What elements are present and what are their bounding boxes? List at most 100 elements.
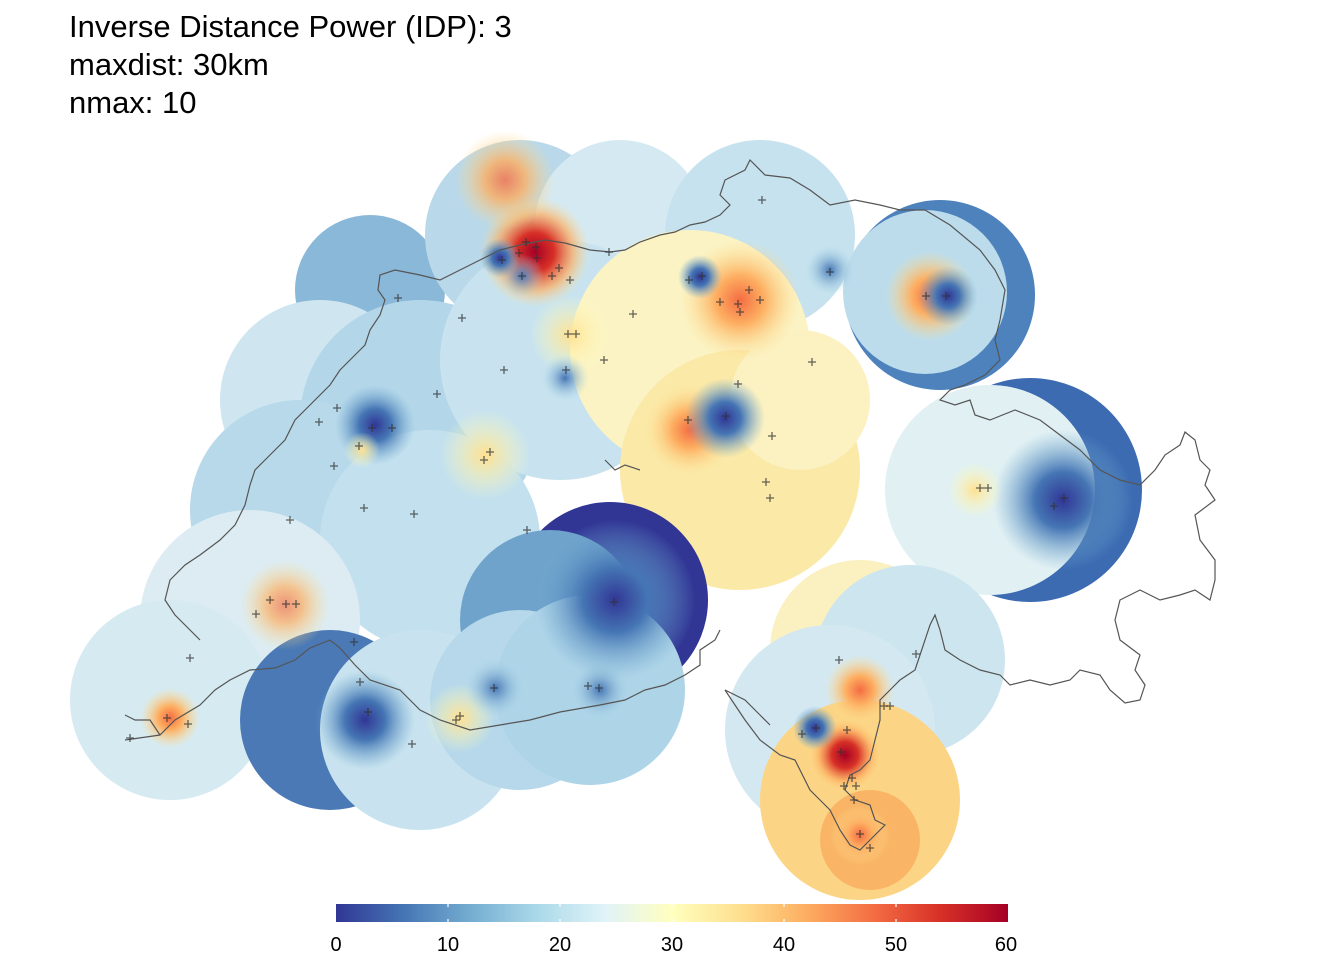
legend-tick-label: 60 [994,934,1018,956]
station-marker [756,296,764,304]
legend-tick-label: 50 [884,934,908,956]
station-marker [356,678,364,686]
station-marker [866,844,874,852]
station-marker [766,494,774,502]
station-marker [480,456,488,464]
station-marker [360,504,368,512]
station-marker [835,656,843,664]
station-marker [984,484,992,492]
station-marker [292,600,300,608]
station-marker [184,720,192,728]
station-marker [848,774,856,782]
legend-tick-label: 40 [772,934,796,956]
station-marker [523,526,531,534]
station-marker [408,740,416,748]
station-marker [745,286,753,294]
station-marker [333,404,341,412]
station-marker [350,638,358,646]
station-marker [498,256,506,264]
station-marker [850,796,858,804]
station-marker [548,272,556,280]
station-marker [912,650,920,658]
station-marker [532,243,540,251]
station-marker [698,272,706,280]
station-marker [629,310,637,318]
station-marker [826,268,834,276]
station-marker [684,416,692,424]
station-marker [555,264,563,272]
station-marker [564,330,572,338]
station-marker [1060,494,1068,502]
station-marker [584,682,592,690]
station-marker [355,442,363,450]
legend-tick-label: 10 [436,934,460,956]
station-marker [837,748,845,756]
station-marker [562,366,570,374]
station-marker [394,294,402,302]
legend-tick-label: 20 [548,934,572,956]
station-marker [610,598,618,606]
station-marker [1050,502,1058,510]
station-marker [852,782,860,790]
station-marker [486,448,494,456]
station-marker [942,292,950,300]
station-marker [572,330,580,338]
station-marker [566,276,574,284]
station-marker [163,714,171,722]
station-marker [266,596,274,604]
station-marker [452,716,460,724]
station-marker [722,412,730,420]
coverage-base [70,140,1142,900]
station-marker [840,782,848,790]
station-marker [762,478,770,486]
plot-title: Inverse Distance Power (IDP): 3 maxdist:… [69,8,512,122]
station-marker [364,708,372,716]
station-marker [856,830,864,838]
station-marker [843,726,851,734]
title-line-idp: Inverse Distance Power (IDP): 3 [69,9,512,44]
station-marker [976,484,984,492]
station-marker [410,510,418,518]
station-marker [186,654,194,662]
station-marker [600,356,608,364]
station-marker [282,600,290,608]
legend-tick-label: 0 [330,934,342,956]
station-marker [533,254,541,262]
title-line-maxdist: maxdist: 30km [69,47,269,82]
station-marker [886,702,894,710]
station-marker [808,358,816,366]
station-marker [716,298,724,306]
station-marker [286,516,294,524]
station-marker [315,418,323,426]
legend-tick-label: 30 [660,934,684,956]
color-legend [336,904,1008,922]
station-marker [734,380,742,388]
station-markers [126,196,1068,852]
station-marker [736,308,744,316]
station-marker [368,424,376,432]
station-marker [252,610,260,618]
title-line-nmax: nmax: 10 [69,85,197,120]
color-ramp [336,904,1008,922]
station-marker [458,314,466,322]
station-marker [515,249,523,257]
border-lines [124,158,1216,851]
station-marker [758,196,766,204]
station-marker [812,724,820,732]
station-marker [490,684,498,692]
station-marker [126,734,134,742]
station-marker [734,300,742,308]
station-marker [768,432,776,440]
station-marker [595,684,603,692]
station-marker [522,238,530,246]
station-marker [330,462,338,470]
station-marker [518,272,526,280]
station-marker [433,390,441,398]
station-marker [456,712,464,720]
station-marker [388,424,396,432]
station-marker [922,292,930,300]
station-marker [605,248,613,256]
station-marker [685,276,693,284]
station-marker [798,730,806,738]
